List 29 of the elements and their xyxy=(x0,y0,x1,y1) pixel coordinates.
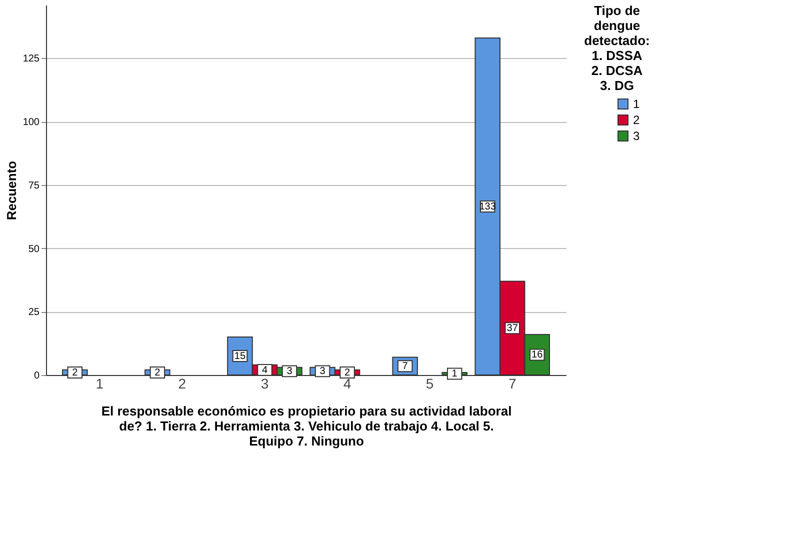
data-label: 15 xyxy=(234,350,246,362)
y-tick-label: 50 xyxy=(28,244,40,255)
y-tick-label: 25 xyxy=(28,307,40,318)
x-tick-label: 7 xyxy=(508,376,516,392)
data-label: 3 xyxy=(320,366,326,378)
data-label: 4 xyxy=(262,364,268,376)
data-label: 7 xyxy=(402,361,408,372)
data-label: 2 xyxy=(72,367,78,378)
data-label: 2 xyxy=(344,367,350,378)
x-tick-label: 3 xyxy=(260,376,269,392)
x-tick-label: 2 xyxy=(178,376,186,392)
x-tick-label: 5 xyxy=(426,376,434,392)
data-label: 1 xyxy=(452,368,458,380)
legend-label: 2 xyxy=(633,113,640,127)
data-label: 37 xyxy=(506,323,518,334)
y-tick-label: 75 xyxy=(28,180,40,192)
data-label: 2 xyxy=(154,367,161,378)
x-tick-label: 4 xyxy=(343,376,352,392)
y-axis-title: Recuento xyxy=(4,160,19,220)
y-tick-label: 0 xyxy=(34,370,40,382)
x-tick-label: 1 xyxy=(96,376,104,392)
legend-label: 1 xyxy=(633,97,640,111)
legend-title: Tipo de dengue detectado: 1. DSSA 2. DCSA 3. DG xyxy=(584,3,650,93)
data-label: 16 xyxy=(532,350,544,361)
legend-label: 3 xyxy=(633,129,640,143)
y-tick-label: 100 xyxy=(22,117,40,128)
x-axis-title: El responsable económico es propietario para su actividad laboral de? 1. Tierra 2. Herramienta 3. Vehiculo de trabajo 4. Local 5. Equipo 7. Ninguno xyxy=(101,404,512,448)
data-label: 3 xyxy=(286,366,293,378)
y-tick-label: 125 xyxy=(22,54,40,65)
